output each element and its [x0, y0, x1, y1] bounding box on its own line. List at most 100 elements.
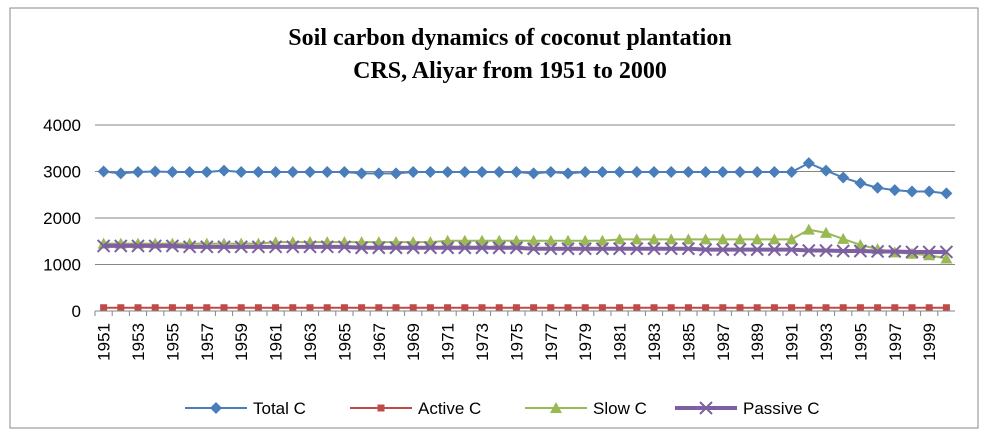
marker: [820, 226, 832, 238]
marker: [751, 165, 764, 178]
marker: [458, 241, 472, 255]
marker: [561, 241, 575, 256]
marker: [750, 242, 764, 257]
marker: [423, 241, 438, 255]
x-tick-label: 1951: [95, 323, 114, 361]
marker: [493, 234, 506, 246]
marker: [478, 304, 486, 312]
x-tick-label: 1985: [679, 323, 698, 361]
legend-item: Slow C: [525, 399, 647, 418]
marker: [630, 241, 644, 256]
marker: [836, 244, 850, 258]
marker: [251, 240, 266, 254]
marker: [166, 165, 179, 178]
marker: [440, 241, 455, 255]
marker: [770, 304, 778, 312]
marker: [682, 165, 695, 178]
x-tick-label: 1963: [301, 323, 320, 361]
marker: [802, 243, 816, 258]
marker: [682, 233, 695, 245]
y-tick-label: 1000: [43, 256, 81, 275]
marker: [458, 165, 471, 178]
marker: [856, 304, 864, 312]
marker: [922, 245, 936, 259]
marker: [544, 241, 558, 256]
marker: [612, 241, 627, 256]
legend-label: Passive C: [743, 399, 820, 418]
marker: [767, 242, 782, 257]
x-tick-label: 1973: [473, 323, 492, 361]
marker: [854, 177, 867, 190]
marker: [785, 165, 798, 178]
marker: [665, 165, 678, 178]
marker: [874, 304, 882, 312]
marker: [768, 165, 781, 178]
marker: [286, 240, 300, 254]
marker: [510, 165, 523, 178]
marker: [581, 304, 589, 312]
marker: [905, 245, 919, 259]
marker: [908, 304, 916, 312]
series-line: [103, 243, 947, 254]
marker: [579, 234, 592, 246]
marker: [595, 241, 610, 256]
marker: [117, 304, 125, 312]
marker: [716, 242, 730, 257]
marker: [784, 242, 799, 257]
chart-title: CRS, Aliyar from 1951 to 2000: [353, 58, 667, 84]
legend-label: Total C: [253, 399, 306, 418]
marker: [925, 304, 933, 312]
marker: [475, 241, 489, 255]
marker: [906, 185, 918, 198]
marker: [304, 165, 316, 178]
x-tick-label: 1967: [370, 323, 389, 361]
x-tick-label: 1997: [886, 323, 905, 361]
marker: [493, 165, 506, 178]
marker: [269, 165, 282, 178]
marker: [321, 165, 334, 178]
marker: [492, 241, 506, 255]
marker: [613, 165, 626, 178]
x-tick-label: 1969: [404, 323, 423, 361]
marker: [802, 157, 815, 170]
marker: [667, 304, 675, 312]
x-tick-label: 1987: [714, 323, 733, 361]
marker: [220, 304, 228, 312]
x-tick-label: 1993: [817, 323, 836, 361]
marker: [200, 240, 214, 254]
marker: [218, 164, 230, 177]
marker: [407, 165, 420, 178]
marker: [923, 185, 936, 198]
marker: [96, 239, 111, 253]
marker: [527, 234, 540, 246]
marker: [579, 165, 592, 178]
marker: [716, 165, 729, 178]
marker: [186, 304, 194, 312]
legend-label: Active C: [418, 399, 481, 418]
marker: [358, 304, 366, 312]
legend-item: Total C: [185, 399, 306, 418]
marker: [940, 252, 953, 264]
x-tick-label: 1975: [507, 323, 526, 361]
marker: [547, 304, 555, 312]
marker: [114, 167, 127, 180]
marker: [699, 233, 712, 245]
marker: [733, 242, 747, 257]
marker: [837, 171, 850, 184]
marker: [509, 241, 524, 255]
y-tick-label: 4000: [43, 116, 81, 135]
marker: [923, 249, 936, 261]
marker: [441, 165, 454, 178]
marker: [289, 304, 297, 312]
marker: [530, 304, 538, 312]
marker: [131, 239, 145, 253]
marker: [719, 304, 727, 312]
marker: [510, 234, 523, 246]
marker: [616, 304, 624, 312]
marker: [805, 304, 813, 312]
marker: [633, 304, 641, 312]
marker: [562, 234, 574, 246]
marker: [699, 401, 713, 415]
marker: [822, 304, 830, 312]
marker: [526, 241, 541, 256]
